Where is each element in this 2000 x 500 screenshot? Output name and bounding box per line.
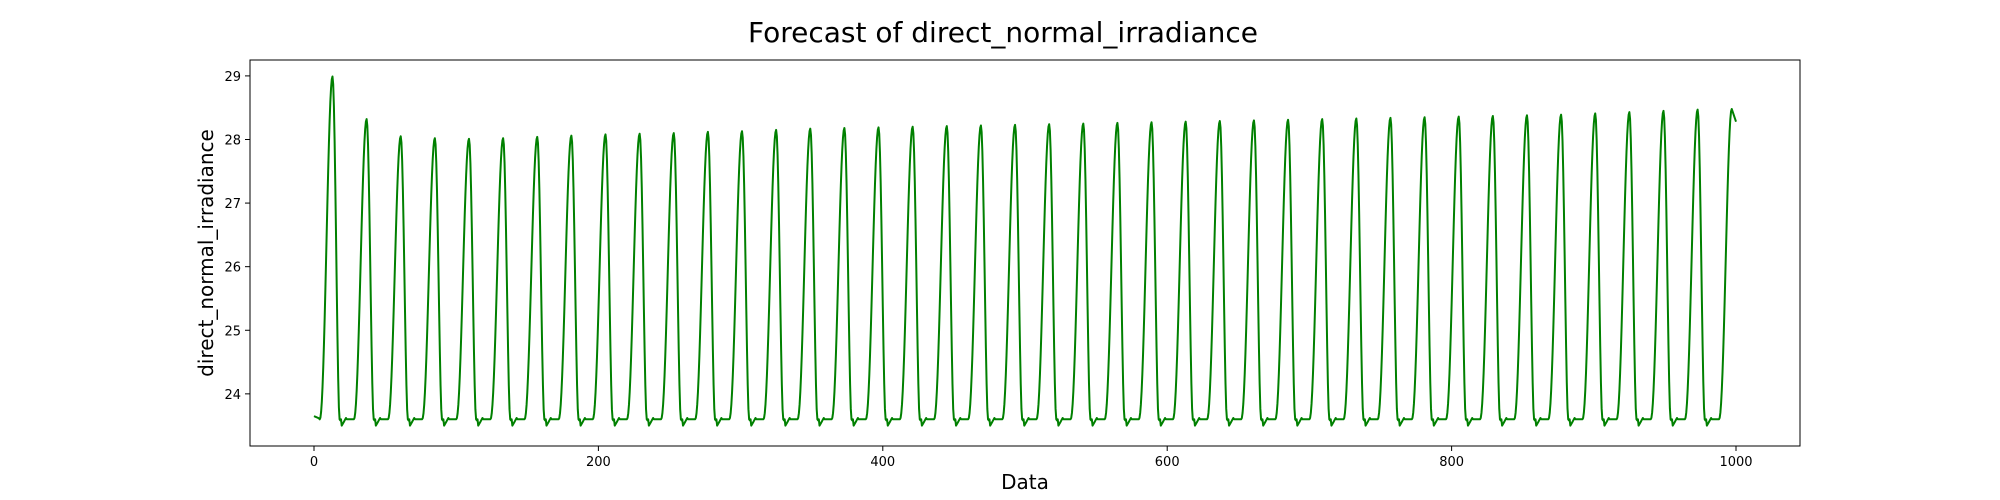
y-tick-label: 27	[224, 197, 241, 212]
plot-frame	[249, 59, 1801, 447]
x-tick-label: 800	[1439, 455, 1464, 470]
x-tick-label: 600	[1155, 455, 1180, 470]
y-tick-label: 29	[224, 70, 241, 85]
chart-title: Forecast of direct_normal_irradiance	[748, 16, 1258, 49]
x-axis: 0 200 400 600 800 1000	[310, 446, 1753, 470]
y-tick-label: 25	[224, 324, 241, 339]
plot-area	[313, 75, 1737, 427]
x-tick-label: 1000	[1719, 455, 1752, 470]
x-tick-label: 400	[870, 455, 895, 470]
y-tick-label: 28	[224, 133, 241, 148]
x-axis-label: Data	[1001, 470, 1049, 494]
series-line	[313, 75, 1737, 427]
x-tick-label: 0	[310, 455, 318, 470]
y-axis-label: direct_normal_irradiance	[194, 129, 218, 377]
y-tick-label: 24	[224, 388, 241, 403]
x-tick-label: 200	[586, 455, 611, 470]
y-tick-label: 26	[224, 261, 241, 276]
y-axis: 24 25 26 27 28 29	[224, 70, 250, 403]
